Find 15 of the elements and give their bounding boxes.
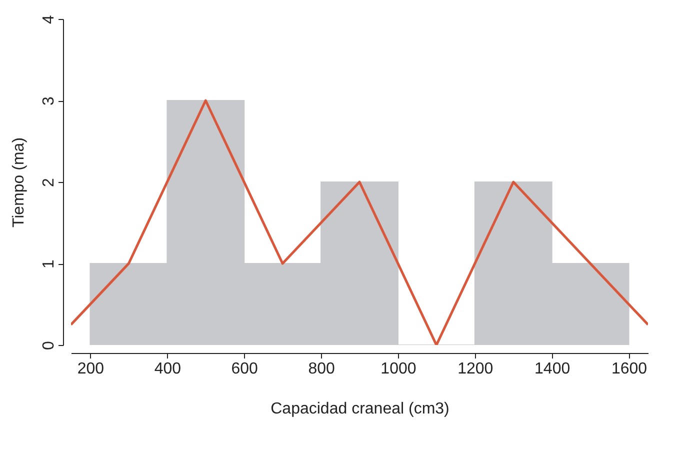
y-axis-title: Tiempo (ma) <box>10 137 28 228</box>
y-tick-label: 3 <box>40 96 58 106</box>
x-tick-label: 1000 <box>380 360 416 378</box>
y-tick-label: 0 <box>40 340 58 350</box>
x-tick-label: 1600 <box>611 360 648 378</box>
x-tick-label: 400 <box>154 360 182 378</box>
x-tick-label: 200 <box>77 360 104 378</box>
y-tick-label: 2 <box>40 178 58 187</box>
x-tick-label: 1400 <box>534 360 570 378</box>
x-tick-label: 1200 <box>458 360 494 378</box>
x-tick-label: 600 <box>231 360 258 378</box>
y-tick-label: 4 <box>40 14 58 24</box>
x-tick-label: 800 <box>308 360 335 378</box>
y-tick-label: 1 <box>40 259 58 268</box>
x-axis-title: Capacidad craneal (cm3) <box>270 400 450 418</box>
